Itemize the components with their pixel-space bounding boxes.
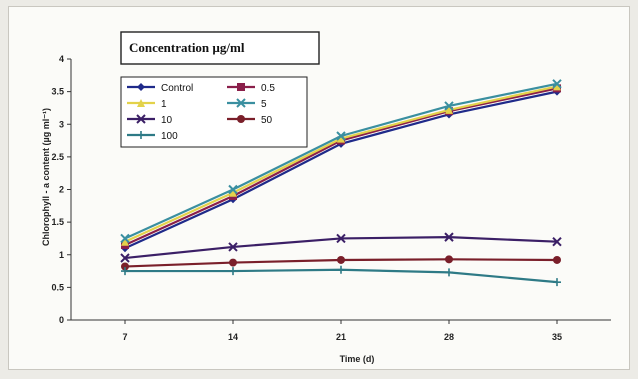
data-point — [336, 131, 346, 141]
data-point — [553, 82, 561, 91]
legend-swatch-marker — [237, 115, 245, 123]
legend-swatch-marker — [137, 99, 145, 107]
legend-entry: 1 — [127, 99, 167, 110]
y-tick-label: 0.5 — [51, 282, 64, 292]
legend-label: 1 — [161, 99, 167, 110]
data-point — [121, 267, 129, 276]
data-point — [229, 258, 237, 267]
y-tick-label: 2.5 — [51, 152, 64, 162]
data-point — [445, 268, 453, 277]
legend-entry: 5 — [227, 98, 267, 110]
legend-label: 0.5 — [261, 83, 275, 94]
legend-entry: Control — [127, 83, 193, 94]
data-point — [337, 134, 345, 143]
x-tick-label: 14 — [228, 332, 238, 342]
x-tick-label: 35 — [552, 332, 562, 342]
data-point — [553, 278, 561, 287]
series-1 — [121, 82, 561, 246]
y-tick-label: 3.5 — [51, 87, 64, 97]
title-box — [120, 31, 320, 65]
data-point — [552, 236, 562, 247]
data-point — [445, 105, 453, 114]
y-axis-label: Chlorophyll - a content (µg ml⁻¹) — [41, 108, 51, 246]
chart-frame: 0 0.5 1 1.5 2 2.5 3 3.5 4 7 14 21 28 35 Concentration… — [8, 6, 630, 370]
y-tick-label: 0 — [59, 315, 64, 325]
data-point — [229, 267, 237, 276]
legend-entry: 50 — [227, 115, 273, 126]
legend-label: 10 — [161, 115, 173, 126]
data-point — [121, 237, 129, 246]
data-point — [120, 253, 130, 263]
legend-entry: 10 — [127, 114, 173, 126]
data-point — [553, 255, 561, 264]
legend-swatch-marker — [137, 83, 145, 91]
data-point — [337, 255, 345, 264]
series-line — [124, 236, 558, 260]
legend-swatch-marker — [136, 114, 146, 124]
legend-label: 100 — [161, 131, 178, 142]
y-tick-label: 4 — [59, 54, 64, 64]
x-axis-label: Time (d) — [340, 354, 375, 364]
series-10 — [120, 232, 562, 263]
legend-entry: 100 — [127, 131, 178, 142]
series-layer — [120, 79, 562, 287]
data-point — [445, 255, 453, 264]
y-tick-label: 2 — [59, 185, 64, 195]
data-point — [444, 232, 454, 242]
data-point — [120, 233, 130, 244]
legend: Concentration µg/ml Control 0.5 1 5 10 50 100 — [120, 31, 320, 148]
legend-entry: 0.5 — [227, 83, 275, 94]
x-tick-label: 28 — [444, 332, 454, 342]
series-100 — [121, 265, 561, 287]
axes: 0 0.5 1 1.5 2 2.5 3 3.5 4 7 14 21 28 35 — [51, 54, 611, 342]
data-point — [336, 233, 346, 244]
chart-title: Concentration µg/ml — [129, 40, 245, 55]
data-point — [228, 242, 238, 252]
legend-swatch-marker — [236, 98, 246, 108]
series-5 — [120, 79, 562, 244]
data-point — [337, 265, 345, 274]
legend-label: 5 — [261, 99, 267, 110]
legend-label: Control — [161, 83, 193, 94]
y-tick-label: 1.5 — [51, 217, 64, 227]
series-50 — [121, 255, 561, 271]
y-tick-label: 1 — [59, 250, 64, 260]
data-point — [552, 79, 562, 89]
legend-swatch-marker — [237, 83, 245, 91]
legend-label: 50 — [261, 115, 273, 126]
x-tick-label: 21 — [336, 332, 346, 342]
line-chart: 0 0.5 1 1.5 2 2.5 3 3.5 4 7 14 21 28 35 Concentration… — [41, 31, 611, 364]
data-point — [229, 188, 237, 197]
x-tick-label: 7 — [122, 332, 127, 342]
data-point — [121, 262, 129, 271]
data-point — [444, 101, 454, 111]
y-tick-label: 3 — [59, 119, 64, 129]
data-point — [228, 184, 238, 195]
legend-swatch-marker — [137, 131, 145, 139]
